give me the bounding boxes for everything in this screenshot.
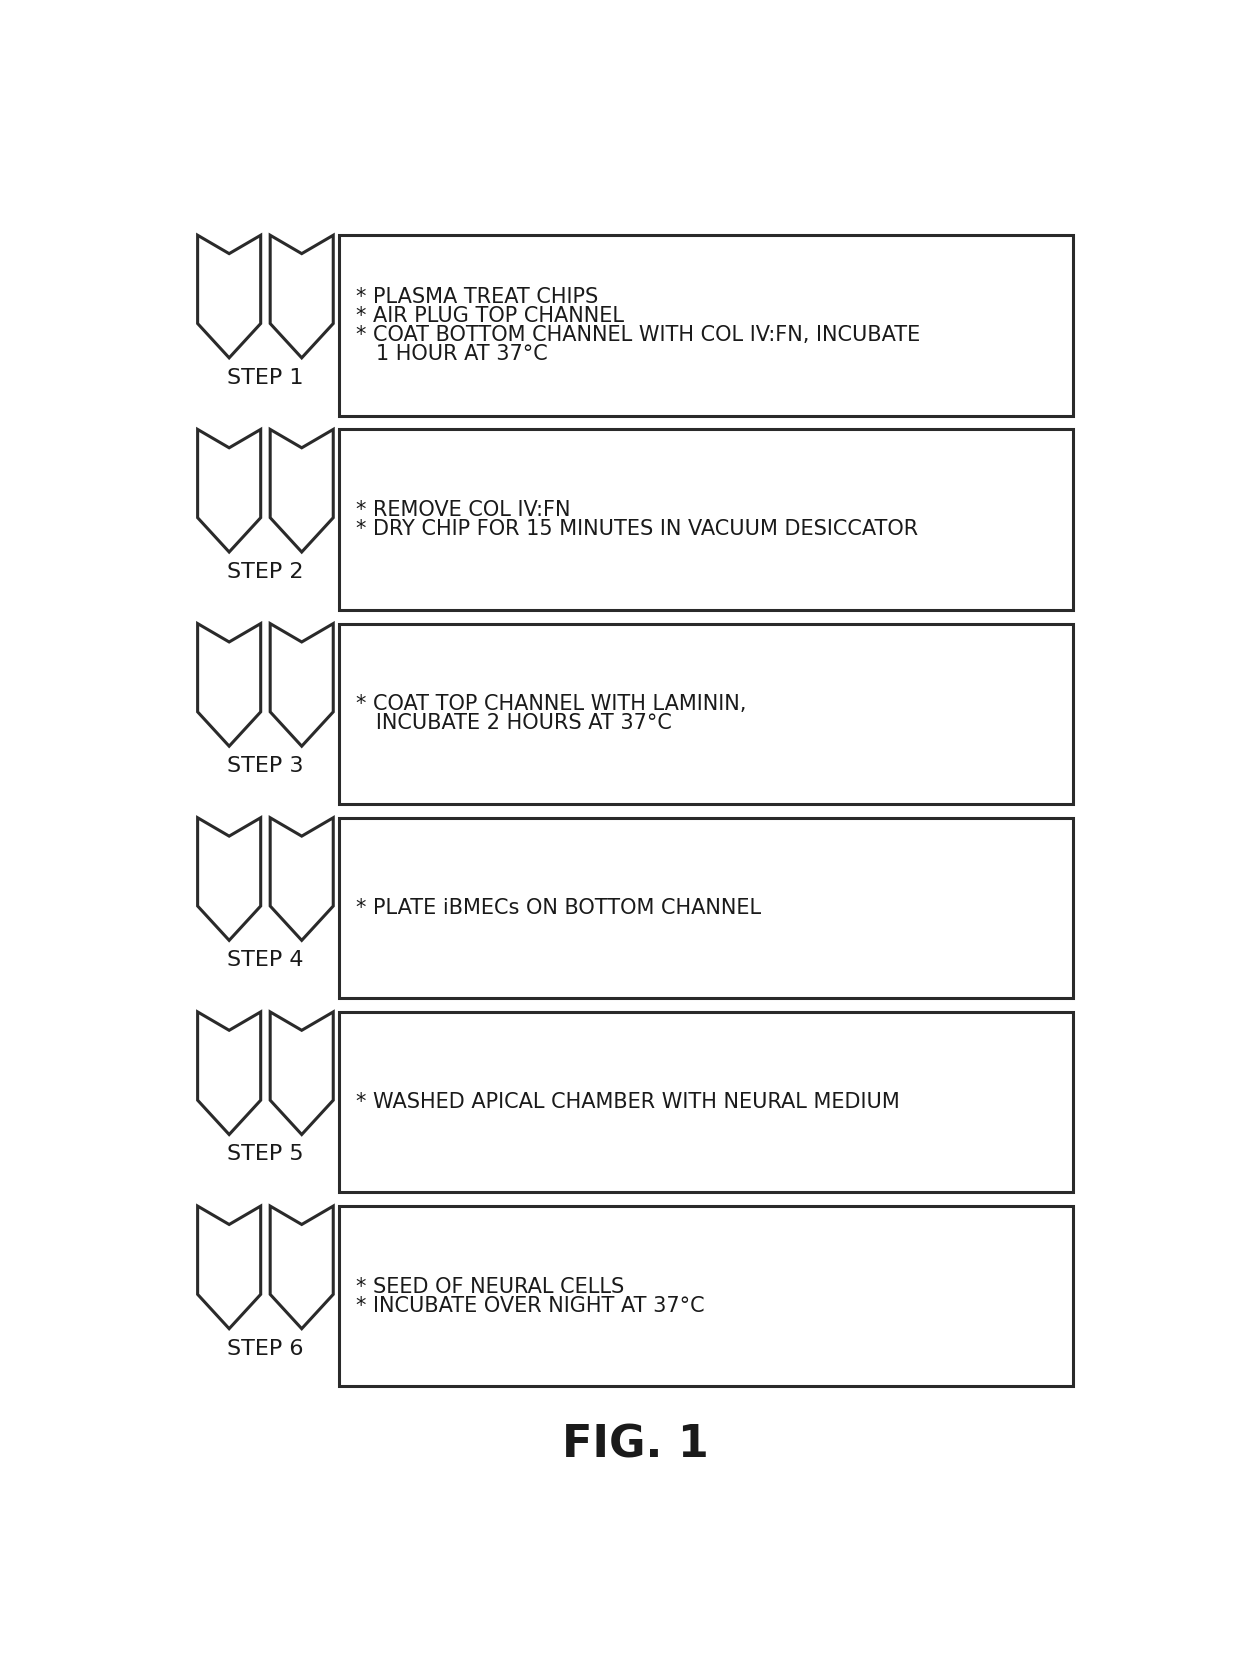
- Bar: [340, 1206, 1074, 1386]
- Text: * AIR PLUG TOP CHANNEL: * AIR PLUG TOP CHANNEL: [357, 305, 625, 326]
- Polygon shape: [197, 235, 260, 357]
- Text: STEP 2: STEP 2: [227, 562, 304, 582]
- Text: STEP 1: STEP 1: [227, 367, 304, 388]
- Text: * WASHED APICAL CHAMBER WITH NEURAL MEDIUM: * WASHED APICAL CHAMBER WITH NEURAL MEDI…: [357, 1092, 900, 1113]
- Bar: [340, 817, 1074, 998]
- Polygon shape: [270, 430, 334, 552]
- Text: 1 HOUR AT 37°C: 1 HOUR AT 37°C: [357, 344, 548, 364]
- Text: STEP 6: STEP 6: [227, 1339, 304, 1359]
- Polygon shape: [197, 624, 260, 747]
- Polygon shape: [197, 817, 260, 940]
- Polygon shape: [197, 430, 260, 552]
- Text: FIG. 1: FIG. 1: [562, 1425, 709, 1467]
- Polygon shape: [270, 817, 334, 940]
- Polygon shape: [270, 1206, 334, 1329]
- Text: * PLASMA TREAT CHIPS: * PLASMA TREAT CHIPS: [357, 287, 599, 307]
- Text: * COAT TOP CHANNEL WITH LAMININ,: * COAT TOP CHANNEL WITH LAMININ,: [357, 695, 746, 715]
- Text: INCUBATE 2 HOURS AT 37°C: INCUBATE 2 HOURS AT 37°C: [357, 713, 672, 733]
- Text: * PLATE iBMECs ON BOTTOM CHANNEL: * PLATE iBMECs ON BOTTOM CHANNEL: [357, 898, 761, 918]
- Text: STEP 5: STEP 5: [227, 1144, 304, 1165]
- Polygon shape: [197, 1012, 260, 1134]
- Text: * REMOVE COL IV:FN: * REMOVE COL IV:FN: [357, 500, 570, 520]
- Text: STEP 3: STEP 3: [227, 757, 304, 775]
- Text: * INCUBATE OVER NIGHT AT 37°C: * INCUBATE OVER NIGHT AT 37°C: [357, 1295, 706, 1316]
- Text: * SEED OF NEURAL CELLS: * SEED OF NEURAL CELLS: [357, 1277, 625, 1297]
- Bar: [340, 235, 1074, 416]
- Bar: [340, 624, 1074, 804]
- Polygon shape: [270, 1012, 334, 1134]
- Polygon shape: [270, 235, 334, 357]
- Polygon shape: [270, 624, 334, 747]
- Polygon shape: [197, 1206, 260, 1329]
- Text: * COAT BOTTOM CHANNEL WITH COL IV:FN, INCUBATE: * COAT BOTTOM CHANNEL WITH COL IV:FN, IN…: [357, 326, 921, 346]
- Bar: [340, 430, 1074, 609]
- Bar: [340, 1012, 1074, 1193]
- Text: STEP 4: STEP 4: [227, 950, 304, 970]
- Text: * DRY CHIP FOR 15 MINUTES IN VACUUM DESICCATOR: * DRY CHIP FOR 15 MINUTES IN VACUUM DESI…: [357, 519, 919, 539]
